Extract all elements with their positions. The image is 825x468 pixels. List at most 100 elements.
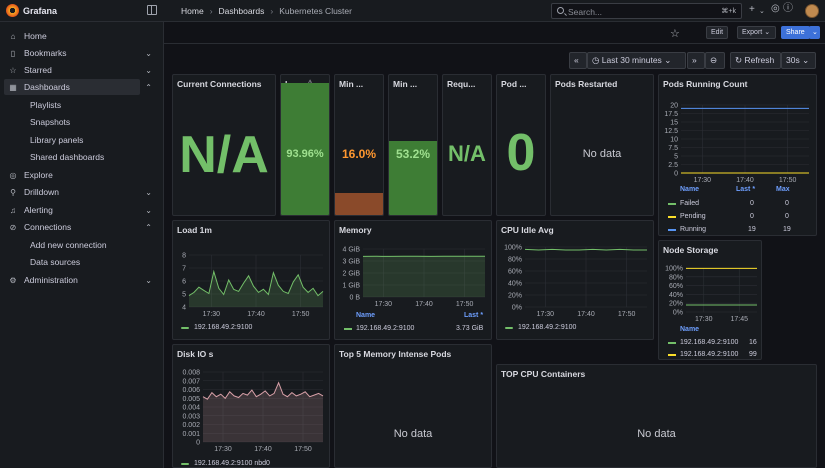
x-tick-label: 17:40 <box>415 301 433 308</box>
time-range-picker[interactable]: ◷ Last 30 minutes ⌄ <box>587 52 686 69</box>
dock-menu-icon[interactable] <box>147 5 157 15</box>
legend-row[interactable]: Failed 0 0 <box>659 198 816 211</box>
series-area <box>363 256 485 297</box>
chevron-up-icon[interactable]: ⌃ <box>145 82 152 92</box>
panel-cpu-idle-avg[interactable]: CPU Idle Avg 100% 80% 60% 40% 20% 0% 17:30 17:4… <box>496 220 654 340</box>
sidebar-item-label: Bookmarks <box>24 48 67 58</box>
panel-requ[interactable]: Requ... N/A <box>442 74 492 216</box>
legend-max: 0 <box>785 213 789 220</box>
sidebar-subitem-shared-dashboards[interactable]: Shared dashboards <box>30 152 105 162</box>
legend-header-last[interactable]: Last * <box>736 186 756 193</box>
star-icon[interactable]: ☆ <box>670 28 680 40</box>
panel-pods-restarted[interactable]: Pods Restarted No data <box>550 74 654 216</box>
panel-top-cpu-containers[interactable]: TOP CPU Containers No data <box>496 364 817 468</box>
news-icon[interactable]: ◎ <box>771 3 780 14</box>
sidebar-subitem-library-panels[interactable]: Library panels <box>30 135 84 145</box>
sidebar-item-explore[interactable]: ◎ Explore <box>4 167 140 183</box>
search-input[interactable]: Search... ⌘+k <box>551 3 742 19</box>
sidebar-item-home[interactable]: ⌂ Home <box>4 28 140 44</box>
panel-title: Min ... <box>393 79 418 89</box>
export-button[interactable]: Export ⌄ <box>737 26 776 39</box>
sidebar-item-alerting[interactable]: ♫ Alerting ⌄ <box>4 202 152 218</box>
time-back-icon[interactable]: « <box>569 52 587 69</box>
legend-row[interactable]: 192.168.49.2:9100 16 <box>659 337 761 350</box>
y-tick-label: 0.001 <box>182 431 200 438</box>
breadcrumb-home[interactable]: Home <box>181 6 204 16</box>
chevron-down-icon[interactable]: ⌄ <box>759 8 765 15</box>
y-tick-label: 4 <box>182 305 186 312</box>
legend-header-name[interactable]: Name <box>680 186 700 193</box>
y-tick-label: 1 GiB <box>342 283 360 290</box>
y-tick-label: 0% <box>512 305 522 312</box>
chevron-down-icon: ⌄ <box>764 29 771 36</box>
y-tick-label: 4 GiB <box>342 247 360 254</box>
panel-disk-io[interactable]: Disk IO s 0.008 0.007 0.006 0.005 0.004 0.003… <box>172 344 330 468</box>
sidebar-item-starred[interactable]: ☆ Starred ⌄ <box>4 62 152 78</box>
grafana-logo-icon[interactable] <box>6 4 19 17</box>
x-tick-label: 17:50 <box>779 177 797 184</box>
x-tick-label: 17:30 <box>695 316 713 323</box>
panel-title: Pods Restarted <box>555 79 618 89</box>
legend-header-name[interactable]: Name <box>356 312 376 319</box>
panel-min-1[interactable]: Min ... 16.0% <box>334 74 384 216</box>
panel-pods-running-count[interactable]: Pods Running Count 20 17.5 15 12.5 10 7.5 5 2.5… <box>658 74 817 236</box>
panel-pod[interactable]: Pod ... 0 <box>496 74 546 216</box>
help-icon[interactable]: ⓘ <box>783 3 793 14</box>
panel-load[interactable]: L... ⚠ 93.96% <box>280 74 330 216</box>
panel-title: Pod ... <box>501 79 527 89</box>
chevron-down-icon[interactable]: ⌄ <box>145 275 152 285</box>
legend-row[interactable]: Running 19 19 <box>659 224 816 235</box>
refresh-button[interactable]: ↻ Refresh <box>730 52 781 69</box>
chevron-down-icon[interactable]: ⌄ <box>145 48 152 58</box>
chevron-down-icon[interactable]: ⌄ <box>145 65 152 75</box>
share-chevron-icon[interactable]: ⌄ <box>809 26 820 39</box>
sidebar-item-label: Drilldown <box>24 187 59 197</box>
dashboard-toolbar <box>164 22 825 44</box>
panel-current-connections[interactable]: Current Connections N/A <box>172 74 276 216</box>
chevron-up-icon[interactable]: ⌃ <box>145 222 152 232</box>
sidebar-item-dashboards[interactable]: ▦ Dashboards ⌃ <box>4 79 152 95</box>
x-tick-label: 17:40 <box>247 311 265 318</box>
panel-memory[interactable]: Memory 4 GiB 3 GiB 2 GiB 1 GiB 0 B 17:30 17:40… <box>334 220 492 340</box>
sidebar-subitem-add-new-connection[interactable]: Add new connection <box>30 240 107 250</box>
y-tick-label: 0 <box>196 440 200 447</box>
share-button[interactable]: Share <box>781 26 810 39</box>
sidebar-item-drilldown[interactable]: ⚲ Drilldown ⌄ <box>4 184 152 200</box>
panel-min-2[interactable]: Min ... 53.2% <box>388 74 438 216</box>
panel-node-storage[interactable]: Node Storage 100% 80% 60% 40% 20% 0% 17:30 17:4… <box>658 240 762 360</box>
warning-icon[interactable]: ⚠ <box>306 78 314 89</box>
sidebar-subitem-playlists[interactable]: Playlists <box>30 100 62 110</box>
avatar[interactable] <box>805 4 819 18</box>
panel-title: Requ... <box>447 79 476 89</box>
edit-button[interactable]: Edit <box>706 26 729 39</box>
add-icon[interactable]: + <box>749 4 755 15</box>
chevron-down-icon[interactable]: ⌄ <box>145 187 152 197</box>
compass-icon: ◎ <box>9 170 17 180</box>
legend-row[interactable]: 192.168.49.2:9100 3.73 GiB <box>335 323 491 336</box>
zoom-out-icon[interactable]: ⊖ <box>705 52 725 69</box>
legend-header-name[interactable]: Name <box>680 326 700 333</box>
sidebar-subitem-snapshots[interactable]: Snapshots <box>30 117 71 127</box>
legend-item[interactable]: 192.168.49.2:9100 nbd0 <box>181 460 270 467</box>
legend-header-max[interactable]: Max <box>776 186 790 193</box>
legend-item[interactable]: 192.168.49.2:9100 <box>505 324 576 331</box>
sidebar-subitem-data-sources[interactable]: Data sources <box>30 257 81 267</box>
y-tick-label: 0.003 <box>182 413 200 420</box>
dashboards-icon: ▦ <box>9 82 17 92</box>
legend-row[interactable]: Pending 0 0 <box>659 211 816 224</box>
panel-top-memory-pods[interactable]: Top 5 Memory Intense Pods No data <box>334 344 492 468</box>
breadcrumb-dashboards[interactable]: Dashboards <box>218 6 265 16</box>
time-forward-icon[interactable]: » <box>687 52 705 69</box>
sidebar-item-connections[interactable]: ⊘ Connections ⌃ <box>4 219 152 235</box>
chevron-down-icon[interactable]: ⌄ <box>145 205 152 215</box>
refresh-interval-picker[interactable]: 30s ⌄ <box>781 52 816 69</box>
sidebar-item-administration[interactable]: ⚙ Administration ⌄ <box>4 272 152 288</box>
legend-row[interactable]: 192.168.49.2:9100 99 <box>659 349 761 359</box>
panel-title: TOP CPU Containers <box>501 369 586 379</box>
panel-load-1m[interactable]: Load 1m 8 7 6 5 4 17:30 17:40 17:50 192.168.49.… <box>172 220 330 340</box>
legend-header-last[interactable]: Last * <box>464 312 484 319</box>
sidebar-item-bookmarks[interactable]: ▯ Bookmarks ⌄ <box>4 45 152 61</box>
legend-item[interactable]: 192.168.49.2:9100 <box>181 324 252 331</box>
panel-title: Memory <box>339 225 372 235</box>
